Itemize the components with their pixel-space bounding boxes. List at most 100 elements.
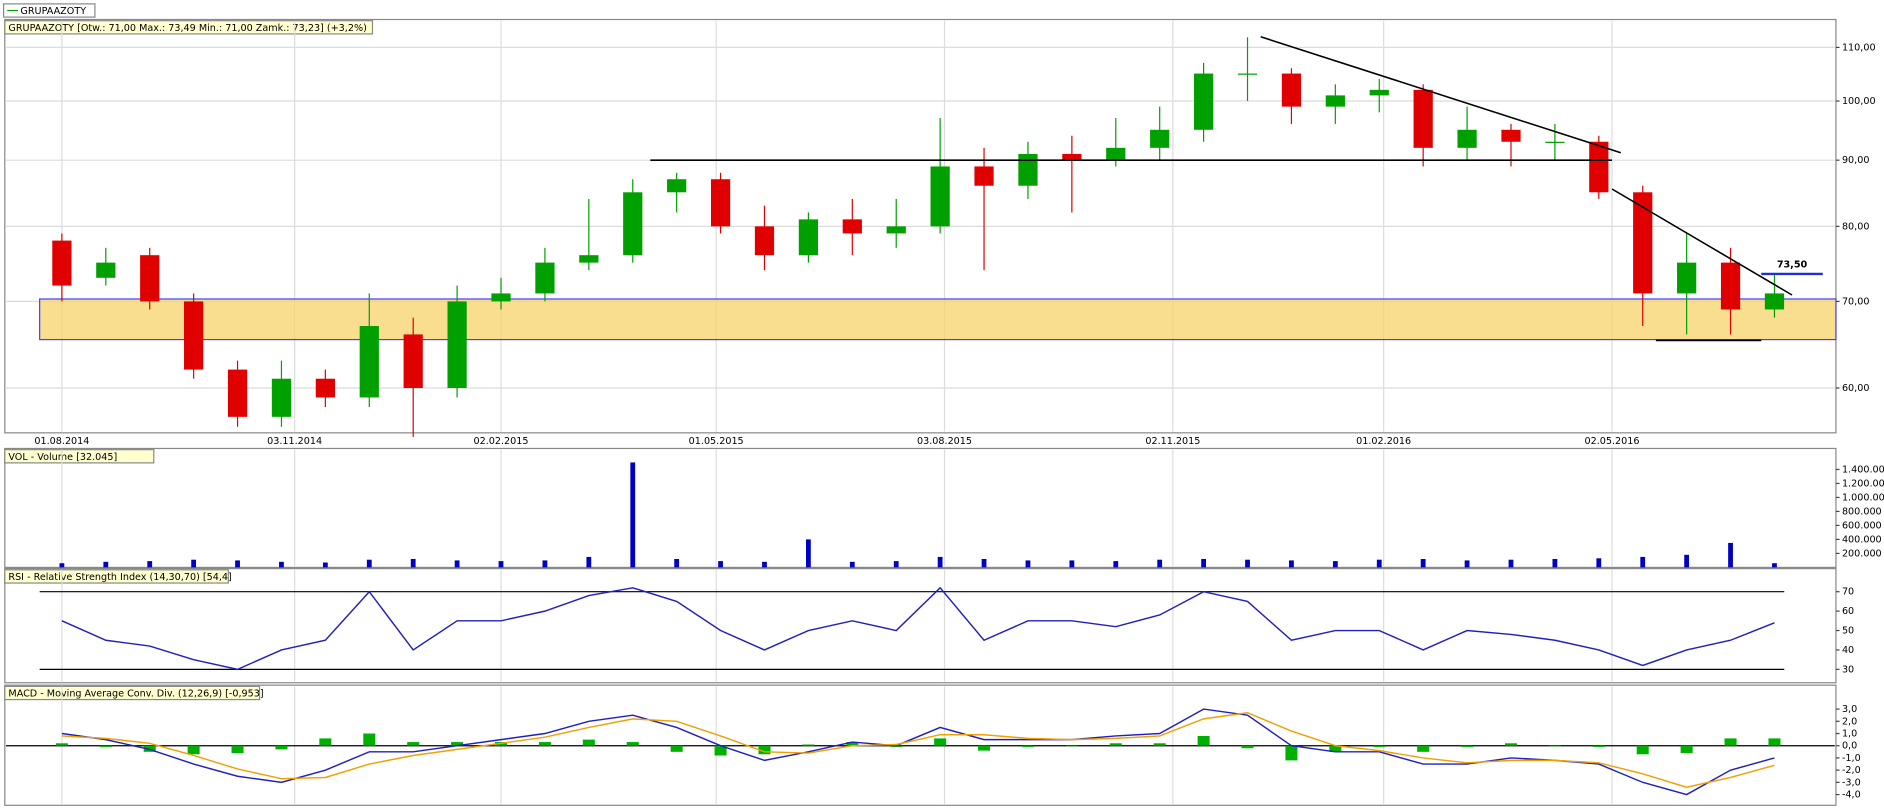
- histogram-bar: [1636, 745, 1649, 755]
- candle-body: [52, 240, 72, 286]
- histogram-bar: [1153, 743, 1166, 746]
- y-tick-label: 1.400.000: [1842, 464, 1884, 475]
- panel-title: MACD - Moving Average Conv. Div. (12,26,…: [8, 689, 263, 700]
- x-tick-label: 01.05.2015: [689, 436, 744, 447]
- candle-body: [1720, 262, 1741, 310]
- volume-bar: [1201, 559, 1207, 568]
- panel-title-box: [4, 569, 229, 584]
- volume-bar: [1464, 560, 1470, 568]
- panel-title: GRUPAAZOTY [Otw.: 71,00 Max.: 73,49 Min.…: [8, 23, 366, 34]
- panel-title: VOL - Volume [32.045]: [8, 452, 117, 463]
- candle-body: [1062, 153, 1082, 161]
- indicator-line: [61, 712, 1775, 788]
- y-tick-label: -3,0: [1842, 777, 1861, 788]
- volume-frame: [4, 447, 1837, 569]
- volume-bar: [279, 561, 284, 568]
- y-tick-label: 40: [1842, 645, 1854, 656]
- volume-bar: [937, 556, 943, 568]
- volume-bar: [1157, 559, 1163, 568]
- candle-body: [359, 326, 379, 398]
- histogram-bar: [1329, 745, 1342, 752]
- legend-box: [3, 3, 96, 18]
- histogram-bar: [714, 745, 727, 756]
- x-tick-label: 01.02.2016: [1356, 436, 1411, 447]
- y-tick-label: 1.000.000: [1842, 492, 1884, 503]
- candle-body: [1457, 129, 1477, 148]
- candle-body: [535, 262, 555, 294]
- volume-bar: [674, 559, 680, 568]
- volume-bar: [762, 561, 767, 568]
- candle-body: [491, 293, 511, 302]
- volume-bar: [103, 561, 109, 568]
- histogram-bar: [407, 742, 420, 746]
- candle-body: [1150, 129, 1170, 148]
- candle-body: [1193, 73, 1214, 130]
- candle-body: [1325, 95, 1345, 107]
- y-tick-label: 80,00: [1842, 221, 1870, 232]
- y-tick-label: 1.200.000: [1842, 478, 1884, 489]
- volume-bar: [1508, 559, 1514, 568]
- volume-bar: [1684, 554, 1690, 568]
- histogram-bar: [1592, 745, 1605, 747]
- y-tick-label: 200.000: [1842, 548, 1882, 559]
- histogram-bar: [1724, 738, 1737, 746]
- candle-body: [886, 226, 906, 234]
- volume-bar: [981, 559, 987, 568]
- histogram-bar: [1768, 738, 1781, 746]
- volume-bar: [235, 560, 240, 568]
- x-tick-label: 02.11.2015: [1145, 436, 1200, 447]
- y-tick-label: 110,00: [1842, 42, 1876, 53]
- volume-bar: [1552, 559, 1558, 568]
- candle-body: [1369, 89, 1389, 96]
- volume-bar: [718, 561, 723, 568]
- y-tick-label: 400.000: [1842, 534, 1882, 545]
- candle-body: [403, 334, 423, 389]
- y-tick-label: 2,0: [1842, 716, 1857, 727]
- candle-body: [930, 166, 950, 227]
- histogram-bar: [231, 745, 244, 754]
- panel-title-box: [4, 685, 261, 701]
- x-tick-label: 02.05.2016: [1584, 436, 1639, 447]
- volume-bar: [1420, 559, 1426, 568]
- volume-bar: [1289, 560, 1294, 568]
- volume-bar: [1025, 560, 1031, 568]
- trendline: [1611, 188, 1793, 296]
- candle-body: [1501, 129, 1521, 142]
- candle-body: [96, 262, 116, 278]
- histogram-bar: [363, 733, 376, 746]
- y-tick-label: 60: [1842, 606, 1854, 617]
- candle-body: [1106, 147, 1126, 161]
- candle-body: [754, 226, 775, 256]
- volume-bar: [893, 561, 899, 568]
- volume-bar: [454, 560, 460, 568]
- volume-bar: [1332, 561, 1338, 568]
- histogram-bar: [1417, 745, 1430, 752]
- y-tick-label: 30: [1842, 664, 1854, 675]
- volume-bar: [1376, 559, 1382, 568]
- candle-body: [447, 301, 467, 389]
- histogram-bar: [758, 745, 771, 755]
- histogram-bar: [670, 745, 683, 752]
- x-tick-label: 01.08.2014: [34, 436, 89, 447]
- histogram-bar: [99, 745, 112, 747]
- rsi-frame: [4, 568, 1837, 684]
- trendline: [1260, 36, 1622, 154]
- candle-body: [842, 219, 862, 234]
- volume-bar: [498, 561, 504, 568]
- candle-body: [710, 179, 731, 227]
- volume-bar: [1728, 542, 1733, 568]
- histogram-bar: [187, 745, 200, 755]
- histogram-bar: [1285, 745, 1298, 761]
- panel-title-box: [4, 449, 155, 464]
- histogram-bar: [1504, 743, 1517, 746]
- volume-bar: [849, 561, 855, 568]
- y-tick-label: 100,00: [1842, 96, 1876, 107]
- price-label: 73,50: [1777, 259, 1808, 270]
- x-tick-label: 03.11.2014: [267, 436, 322, 447]
- histogram-bar: [1197, 735, 1210, 746]
- histogram-bar: [1373, 745, 1386, 747]
- candle-body: [579, 255, 599, 263]
- y-tick-label: -1,0: [1842, 753, 1861, 764]
